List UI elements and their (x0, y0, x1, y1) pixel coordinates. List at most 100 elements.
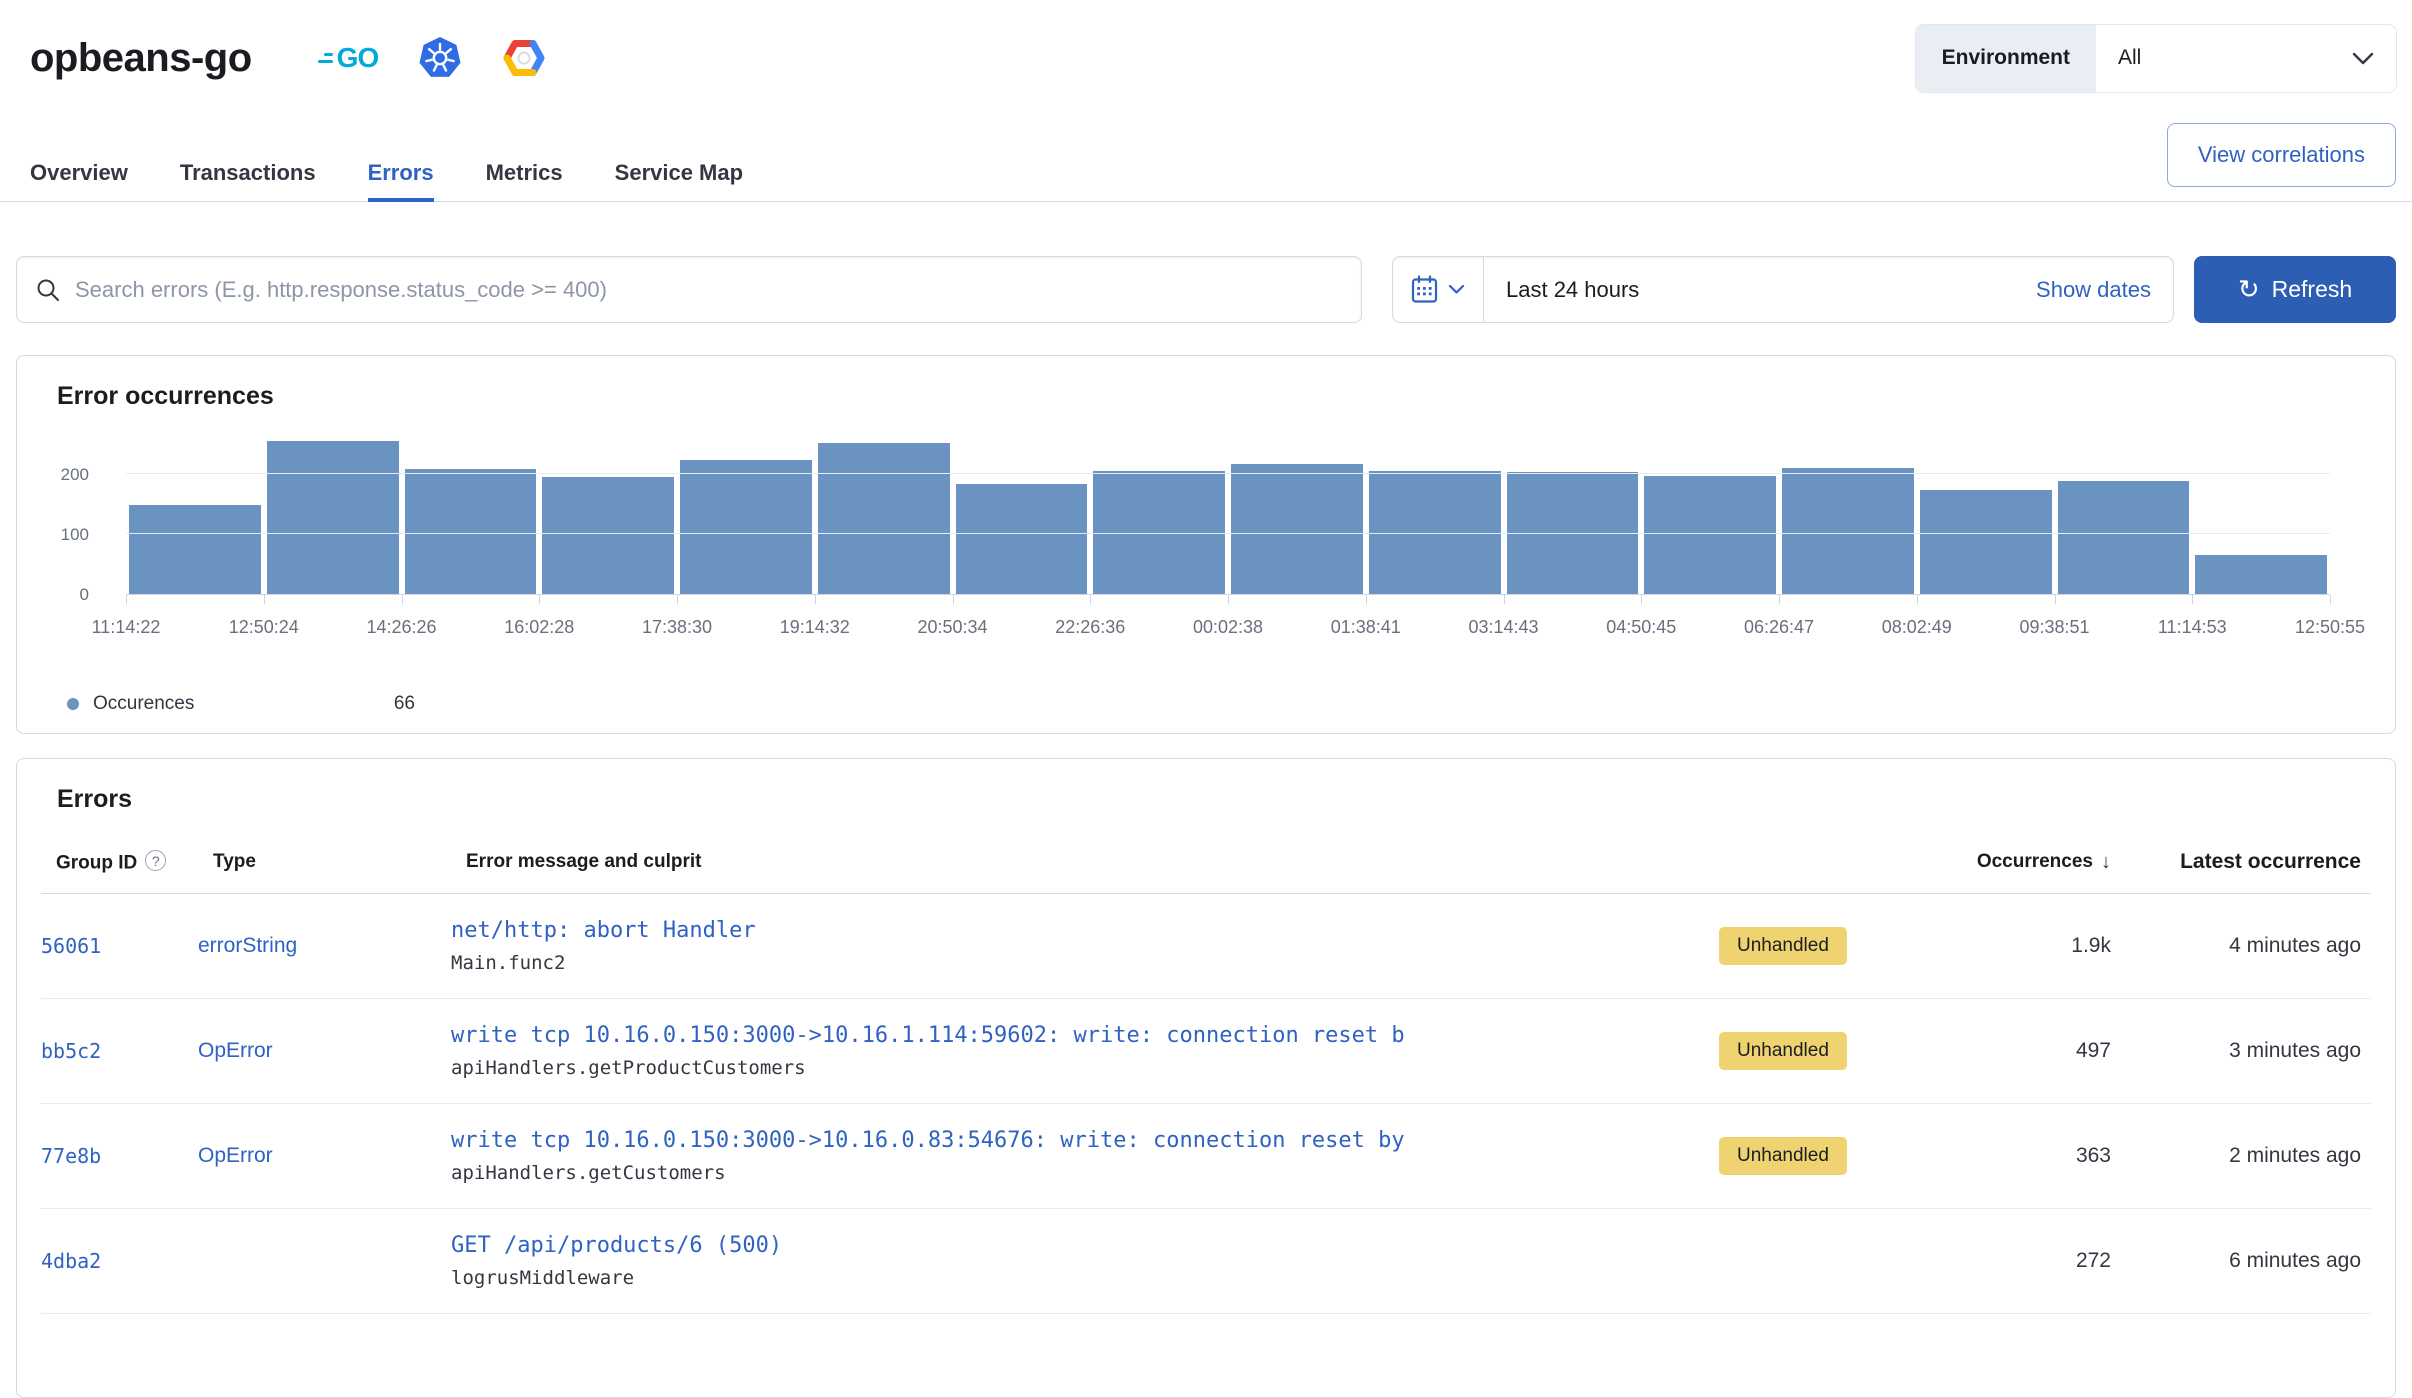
view-correlations-button[interactable]: View correlations (2166, 123, 2396, 187)
unhandled-badge: Unhandled (1719, 1136, 1847, 1175)
chart-bar[interactable] (1919, 489, 2052, 594)
environment-select[interactable]: Environment All (1915, 24, 2396, 92)
x-tick-label: 17:38:30 (641, 617, 713, 637)
refresh-icon (2238, 276, 2260, 304)
y-tick-label: 0 (79, 585, 89, 604)
chart-bar-slot (1366, 433, 1504, 594)
error-message-link[interactable]: write tcp 10.16.0.150:3000->10.16.0.83:5… (451, 1127, 1405, 1153)
tabs: Overview Transactions Errors Metrics Ser… (30, 160, 744, 202)
x-tick-label: 00:02:38 (1192, 617, 1264, 637)
occurrences-value: 497 (2075, 1038, 2111, 1062)
time-range-value[interactable]: Last 24 hours (1506, 276, 1640, 302)
chart-bar[interactable] (680, 460, 812, 594)
error-message-link[interactable]: net/http: abort Handler (451, 917, 756, 943)
x-axis-tick (814, 595, 816, 604)
error-message-link[interactable]: GET /api/products/6 (500) (451, 1232, 783, 1258)
chart-bar-slot (1504, 433, 1642, 594)
chart-bar-slot (2055, 433, 2193, 594)
question-circle-icon[interactable] (145, 850, 167, 871)
chart-title: Error occurrences (57, 382, 274, 410)
column-header-type: Type (213, 851, 256, 873)
x-axis-tick (952, 595, 954, 604)
x-tick-label: 20:50:34 (917, 617, 988, 637)
search-toolbar: Last 24 hours Show dates Refresh (16, 256, 2396, 323)
environment-selected-option: All (2118, 46, 2142, 69)
error-type-link[interactable]: OpError (198, 1038, 273, 1062)
chart-bar[interactable] (1093, 470, 1225, 594)
chart-bar[interactable] (1368, 471, 1501, 594)
group-id-link[interactable]: bb5c2 (41, 1038, 102, 1063)
service-tabs-bar: Overview Transactions Errors Metrics Ser… (0, 106, 2412, 202)
chart-bar-slot (539, 433, 677, 594)
chart-bar[interactable] (2195, 554, 2327, 594)
x-axis-tick (2054, 595, 2056, 604)
chart-bar[interactable] (2057, 480, 2190, 594)
legend-item-occurrences[interactable]: Occurences 66 (67, 693, 415, 715)
chart-bar[interactable] (1231, 464, 1363, 594)
error-message-link[interactable]: write tcp 10.16.0.150:3000->10.16.1.114:… (451, 1022, 1405, 1048)
x-axis-tick (2192, 595, 2194, 604)
environment-value[interactable]: All (2096, 24, 2396, 92)
error-type-link[interactable]: OpError (198, 1143, 273, 1167)
chart-bar[interactable] (817, 443, 950, 594)
chart-bar[interactable] (129, 504, 261, 594)
group-id-header-label: Group ID (56, 852, 138, 874)
chart-legend: Occurences 66 (67, 693, 2371, 715)
x-tick-label: 14:26:26 (366, 617, 437, 637)
group-id-link[interactable]: 77e8b (41, 1143, 102, 1168)
refresh-button[interactable]: Refresh (2194, 256, 2396, 323)
tab-metrics[interactable]: Metrics (485, 160, 563, 185)
tab-transactions[interactable]: Transactions (179, 160, 316, 185)
chart-bar-slot (815, 433, 953, 594)
x-axis-tick (1090, 595, 1092, 604)
chart-bar-slot (1228, 433, 1366, 594)
table-row: 4dba2 GET /api/products/6 (500) logrusMi… (41, 1209, 2371, 1314)
tab-errors[interactable]: Errors (367, 160, 434, 202)
search-input[interactable] (73, 275, 1343, 304)
error-occurrences-panel: Error occurrences 0 100 200 11:14:22 12:50:… (16, 355, 2396, 734)
chart-bar-slot (1917, 433, 2055, 594)
group-id-link[interactable]: 56061 (41, 933, 102, 958)
chart-bar-slot (2192, 433, 2330, 594)
chart-bar-slot (953, 433, 1091, 594)
table-row: bb5c2 OpError write tcp 10.16.0.150:3000… (41, 999, 2371, 1104)
column-header-occurrences[interactable]: Occurrences (1977, 851, 2111, 874)
error-culprit: Main.func2 (451, 951, 566, 974)
column-header-latest: Latest occurrence (2180, 850, 2361, 874)
chart-bar[interactable] (1644, 475, 1776, 594)
quick-select-button[interactable] (1393, 257, 1484, 322)
chart-bar[interactable] (542, 476, 674, 594)
occurrences-value: 1.9k (2071, 933, 2111, 957)
chart-bar-slot (677, 433, 815, 594)
gridline (126, 473, 2330, 474)
error-culprit: apiHandlers.getProductCustomers (451, 1056, 806, 1079)
latest-occurrence-value: 2 minutes ago (2229, 1143, 2361, 1167)
chart-bar[interactable] (404, 468, 537, 594)
group-id-link[interactable]: 4dba2 (41, 1248, 102, 1273)
table-row: 77e8b OpError write tcp 10.16.0.150:3000… (41, 1104, 2371, 1209)
legend-series-dot (67, 698, 79, 710)
calendar-icon (1411, 275, 1438, 303)
y-tick-label: 100 (60, 525, 89, 544)
x-axis-tick (126, 595, 127, 604)
chart-bar[interactable] (266, 440, 399, 594)
latest-occurrence-value: 4 minutes ago (2229, 933, 2361, 957)
chevron-down-icon (2352, 52, 2374, 64)
error-occurrences-chart: 0 100 200 11:14:22 12:50:24 14:26:26 16:02:28… (41, 433, 2371, 673)
x-axis-tick (1365, 595, 1367, 604)
x-tick-label: 03:14:43 (1468, 617, 1539, 637)
show-dates-link[interactable]: Show dates (2036, 276, 2151, 302)
error-culprit: logrusMiddleware (451, 1266, 635, 1289)
x-tick-label: 01:38:41 (1330, 617, 1401, 637)
chart-bar[interactable] (1782, 468, 1914, 594)
chart-plot-area (126, 433, 2331, 604)
occurrences-value: 272 (2075, 1248, 2111, 1272)
search-icon (37, 279, 59, 301)
chart-bar-slot (126, 433, 264, 594)
chart-bar[interactable] (955, 483, 1088, 594)
legend-series-label: Occurences (93, 693, 195, 714)
error-type-link[interactable]: errorString (198, 933, 298, 957)
tab-service-map[interactable]: Service Map (614, 160, 744, 185)
tab-overview[interactable]: Overview (30, 160, 128, 185)
errors-table-header: Group ID Type Error message and culprit … (41, 850, 2371, 894)
